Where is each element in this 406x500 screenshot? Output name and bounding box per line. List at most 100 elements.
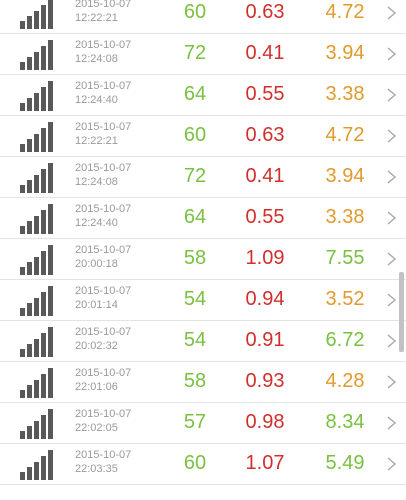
timestamp: 2015-10-07 12:24:40: [75, 79, 165, 107]
time-label: 12:24:40: [75, 217, 118, 229]
value-3: 4.72: [325, 1, 365, 23]
timestamp: 2015-10-07 22:02:05: [75, 407, 165, 435]
value-3: 8.34: [325, 411, 365, 433]
value-1: 54: [183, 288, 207, 310]
signal-bars-icon: [20, 286, 53, 316]
signal-bars-icon: [20, 81, 53, 111]
list-item[interactable]: 2015-10-07 12:22:21 60 0.63 4.72: [0, 116, 406, 157]
value-1: 60: [183, 1, 207, 23]
time-label: 12:24:08: [75, 176, 118, 188]
time-label: 12:24:08: [75, 53, 118, 65]
value-2: 0.55: [245, 206, 285, 228]
chevron-right-icon[interactable]: [385, 170, 399, 184]
list-item[interactable]: 2015-10-07 12:24:40 64 0.55 3.38: [0, 75, 406, 116]
value-2: 0.94: [245, 288, 285, 310]
value-2: 0.98: [245, 411, 285, 433]
value-3: 6.72: [325, 329, 365, 351]
list-item[interactable]: 2015-10-07 22:01:06 58 0.93 4.28: [0, 362, 406, 403]
signal-bars-icon: [20, 327, 53, 357]
list-item[interactable]: 2015-10-07 22:03:35 60 1.07 5.49: [0, 444, 406, 485]
chevron-right-icon[interactable]: [385, 293, 399, 307]
signal-bars-icon: [20, 450, 53, 480]
signal-bars-icon: [20, 204, 53, 234]
timestamp: 2015-10-07 12:22:21: [75, 120, 165, 148]
signal-bars-icon: [20, 368, 53, 398]
chevron-right-icon[interactable]: [385, 47, 399, 61]
value-3: 3.38: [325, 83, 365, 105]
time-label: 22:02:05: [75, 422, 118, 434]
chevron-right-icon[interactable]: [385, 334, 399, 348]
list-item[interactable]: 2015-10-07 12:24:08 72 0.41 3.94: [0, 34, 406, 75]
value-2: 1.09: [245, 247, 285, 269]
value-3: 3.52: [325, 288, 365, 310]
value-2: 1.07: [245, 452, 285, 474]
time-label: 12:24:40: [75, 94, 118, 106]
value-3: 3.94: [325, 42, 365, 64]
value-1: 57: [183, 411, 207, 433]
date-label: 2015-10-07: [75, 326, 132, 338]
value-1: 64: [183, 83, 207, 105]
chevron-right-icon[interactable]: [385, 252, 399, 266]
value-3: 4.28: [325, 370, 365, 392]
timestamp: 2015-10-07 20:02:32: [75, 325, 165, 353]
scrollbar[interactable]: [399, 272, 404, 352]
chevron-right-icon[interactable]: [385, 129, 399, 143]
chevron-right-icon[interactable]: [385, 416, 399, 430]
chevron-right-icon[interactable]: [385, 457, 399, 471]
time-label: 12:22:21: [75, 135, 118, 147]
date-label: 2015-10-07: [75, 80, 132, 92]
value-1: 64: [183, 206, 207, 228]
signal-bars-icon: [20, 0, 53, 29]
value-3: 3.94: [325, 165, 365, 187]
value-1: 60: [183, 124, 207, 146]
chevron-right-icon[interactable]: [385, 211, 399, 225]
time-label: 22:01:06: [75, 381, 118, 393]
value-2: 0.41: [245, 165, 285, 187]
list-item[interactable]: 2015-10-07 12:24:08 72 0.41 3.94: [0, 157, 406, 198]
date-label: 2015-10-07: [75, 367, 132, 379]
value-1: 60: [183, 452, 207, 474]
list-item[interactable]: 2015-10-07 22:02:05 57 0.98 8.34: [0, 403, 406, 444]
list-item[interactable]: 2015-10-07 12:22:21 60 0.63 4.72: [0, 0, 406, 34]
date-label: 2015-10-07: [75, 244, 132, 256]
list-item[interactable]: 2015-10-07 20:01:14 54 0.94 3.52: [0, 280, 406, 321]
signal-bars-icon: [20, 409, 53, 439]
timestamp: 2015-10-07 12:24:40: [75, 202, 165, 230]
timestamp: 2015-10-07 12:24:08: [75, 38, 165, 66]
value-2: 0.93: [245, 370, 285, 392]
time-label: 22:03:35: [75, 463, 118, 475]
chevron-right-icon[interactable]: [385, 88, 399, 102]
date-label: 2015-10-07: [75, 121, 132, 133]
chevron-right-icon[interactable]: [385, 375, 399, 389]
timestamp: 2015-10-07 12:22:21: [75, 0, 165, 25]
signal-bars-icon: [20, 40, 53, 70]
value-1: 72: [183, 42, 207, 64]
time-label: 20:00:18: [75, 258, 118, 270]
chevron-right-icon[interactable]: [385, 6, 399, 20]
timestamp: 2015-10-07 20:00:18: [75, 243, 165, 271]
timestamp: 2015-10-07 12:24:08: [75, 161, 165, 189]
time-label: 20:02:32: [75, 340, 118, 352]
signal-bars-icon: [20, 122, 53, 152]
list-item[interactable]: 2015-10-07 12:24:40 64 0.55 3.38: [0, 198, 406, 239]
date-label: 2015-10-07: [75, 285, 132, 297]
timestamp: 2015-10-07 22:03:35: [75, 448, 165, 476]
value-2: 0.55: [245, 83, 285, 105]
value-3: 7.55: [325, 247, 365, 269]
signal-bars-icon: [20, 163, 53, 193]
list-item[interactable]: 2015-10-07 20:02:32 54 0.91 6.72: [0, 321, 406, 362]
value-1: 54: [183, 329, 207, 351]
date-label: 2015-10-07: [75, 408, 132, 420]
time-label: 12:22:21: [75, 12, 118, 24]
date-label: 2015-10-07: [75, 449, 132, 461]
value-3: 4.72: [325, 124, 365, 146]
value-1: 58: [183, 247, 207, 269]
date-label: 2015-10-07: [75, 39, 132, 51]
value-3: 3.38: [325, 206, 365, 228]
list-item[interactable]: 2015-10-07 20:00:18 58 1.09 7.55: [0, 239, 406, 280]
value-2: 0.63: [245, 124, 285, 146]
value-1: 58: [183, 370, 207, 392]
date-label: 2015-10-07: [75, 162, 132, 174]
value-2: 0.63: [245, 1, 285, 23]
value-3: 5.49: [325, 452, 365, 474]
